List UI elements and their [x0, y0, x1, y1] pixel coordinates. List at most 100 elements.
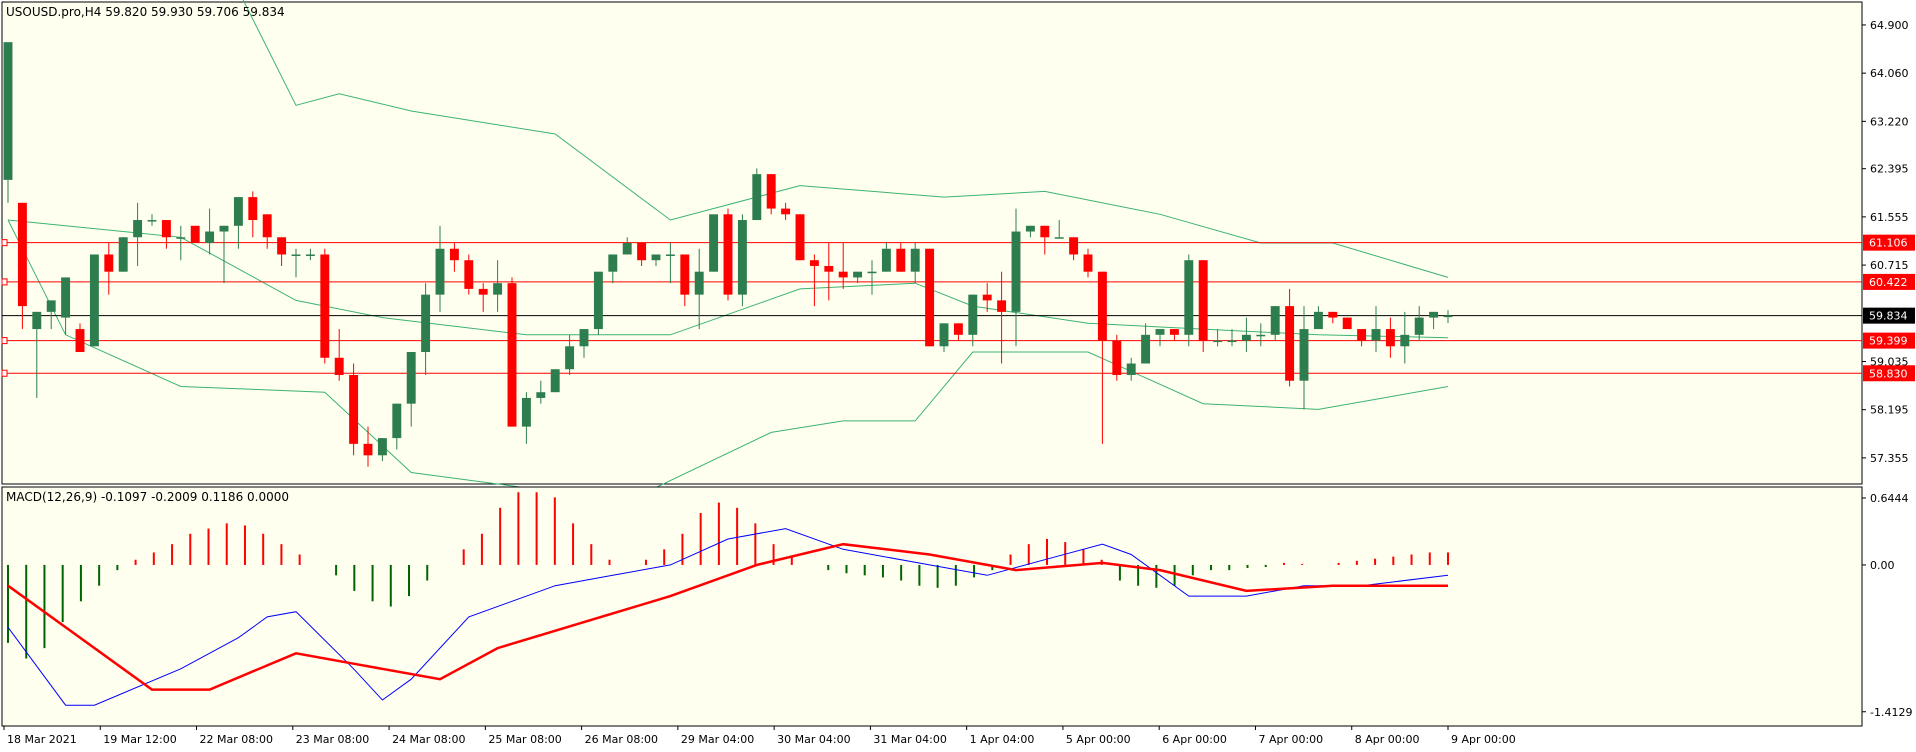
bear-candle-body [997, 300, 1007, 312]
bear-candle-body [637, 243, 647, 261]
bull-candle-body [939, 323, 949, 347]
bull-candle-body [1256, 334, 1266, 337]
time-axis: 18 Mar 2021 19 Mar 12:00 22 Mar 08:00 23 Ma… [3, 726, 1516, 746]
bear-candle-body [277, 237, 287, 255]
price-axis: 64.900 64.060 63.220 62.395 61.555 60.715 59.0… [1862, 19, 1909, 465]
bull-candle-body [521, 397, 531, 427]
bear-candle-body [248, 197, 258, 221]
macd-title: MACD(12,26,9) -0.1097 -0.2009 0.1186 0.0… [6, 490, 289, 504]
level-price-tag [1863, 234, 1915, 251]
bear-candle-body [507, 283, 517, 427]
price-tick-label: 59.035 [1870, 355, 1909, 368]
level-price-label: 61.106 [1869, 237, 1908, 250]
bull-candle-body [1299, 329, 1309, 381]
bear-candle-body [723, 214, 733, 295]
signal-line [7, 542, 1448, 691]
bear-candle-body [334, 357, 344, 375]
bear-candle-body [1169, 329, 1179, 335]
bear-candle-body [925, 248, 935, 347]
bull-candle-body [118, 237, 128, 272]
bull-candle-body [565, 346, 575, 370]
bull-candle-body [392, 403, 402, 439]
time-tick-label: 19 Mar 12:00 [103, 733, 176, 746]
time-tick-label: 22 Mar 08:00 [200, 733, 273, 746]
bull-candle-body [1313, 311, 1323, 330]
bear-candle-body [766, 174, 776, 209]
macd-panel[interactable] [1, 486, 1863, 727]
price-tick-label: 64.060 [1870, 67, 1909, 80]
bear-candle-body [1112, 340, 1122, 375]
time-tick-label: 8 Apr 00:00 [1355, 733, 1420, 746]
bear-candle-body [1385, 329, 1395, 347]
bull-candle-body [147, 220, 157, 222]
level-handle[interactable] [1, 337, 8, 345]
level-handle[interactable] [1, 239, 8, 247]
bear-candle-body [17, 202, 27, 307]
level-price-tag [1863, 273, 1915, 290]
macd-histogram [7, 492, 1449, 659]
bear-candle-body [1285, 306, 1295, 381]
bull-candle-body [406, 352, 416, 404]
time-tick-label: 29 Mar 04:00 [681, 733, 754, 746]
time-tick-label: 26 Mar 08:00 [585, 733, 658, 746]
bull-candle-body [1141, 334, 1151, 364]
price-tick-label: 58.195 [1870, 404, 1909, 417]
bear-candle-body [190, 225, 200, 243]
bear-candle-body [838, 271, 848, 278]
level-price-tag [1863, 332, 1915, 349]
price-tick-label: 60.715 [1870, 259, 1909, 272]
bull-candle-body [881, 248, 891, 272]
bull-candle-body [3, 42, 13, 180]
bear-candle-body [464, 260, 474, 289]
bull-candle-body [1400, 334, 1410, 347]
bull-candle-body [1126, 363, 1136, 375]
level-price-label: 58.830 [1869, 367, 1908, 380]
bull-candle-body [752, 174, 762, 221]
bear-candle-body [104, 254, 114, 272]
time-tick-label: 7 Apr 00:00 [1258, 733, 1323, 746]
macd-tick-label: 0.00 [1870, 559, 1895, 572]
bull-candle-body [867, 271, 877, 274]
time-tick-label: 1 Apr 04:00 [970, 733, 1035, 746]
price-tick-label: 61.555 [1870, 211, 1909, 224]
bull-candle-body [233, 197, 243, 226]
level-handle[interactable] [1, 278, 8, 286]
bear-candle-body [824, 265, 834, 272]
bull-candle-body [550, 369, 560, 393]
bear-candle-body [809, 260, 819, 266]
bull-candle-body [737, 220, 747, 295]
bear-candle-body [75, 329, 85, 353]
bear-candle-body [1328, 311, 1338, 318]
bear-candle-body [982, 294, 992, 301]
bear-candle-body [478, 288, 488, 295]
bull-candle-body [593, 271, 603, 330]
macd-lines [7, 528, 1449, 706]
bull-candle-body [305, 254, 315, 256]
bull-candle-body [579, 329, 589, 347]
level-price-label: 60.422 [1869, 276, 1908, 289]
bull-candle-body [291, 254, 301, 256]
bear-candle-body [795, 214, 805, 261]
macd-tick-label: 0.6444 [1870, 492, 1909, 505]
time-tick-label: 5 Apr 00:00 [1066, 733, 1131, 746]
bull-candle-body [968, 294, 978, 335]
bull-candle-body [1213, 340, 1223, 343]
bear-candle-body [1069, 237, 1079, 255]
price-tick-label: 57.355 [1870, 452, 1909, 465]
time-tick-label: 30 Mar 04:00 [777, 733, 850, 746]
bull-candle-body [435, 248, 445, 295]
time-tick-label: 23 Mar 08:00 [296, 733, 369, 746]
time-tick-label: 25 Mar 08:00 [488, 733, 561, 746]
bear-candle-body [896, 248, 906, 272]
level-price-label: 59.399 [1869, 335, 1908, 348]
bear-candle-body [1040, 225, 1050, 238]
time-tick-label: 6 Apr 00:00 [1162, 733, 1227, 746]
bull-candle-body [608, 254, 618, 272]
candles [3, 42, 1453, 467]
bull-candle-body [421, 294, 431, 353]
level-handle[interactable] [1, 369, 8, 377]
bear-candle-body [781, 208, 791, 215]
bull-candle-body [1227, 340, 1237, 343]
